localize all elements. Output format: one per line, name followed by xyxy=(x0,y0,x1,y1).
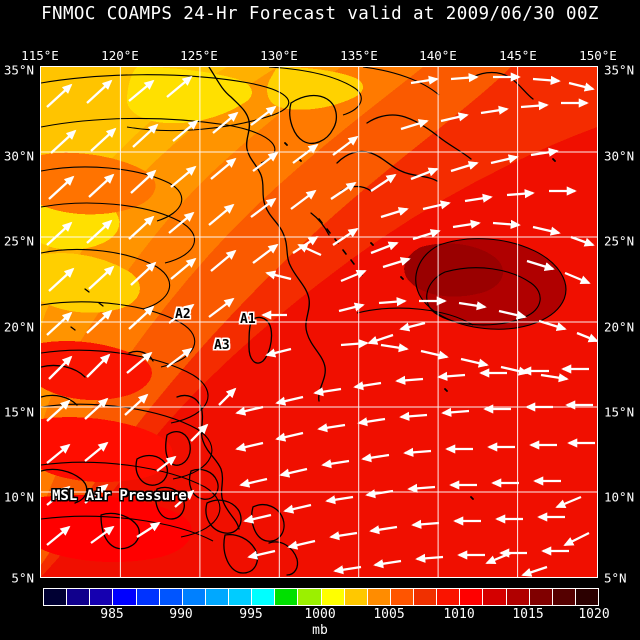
colorbar-cell-21 xyxy=(529,589,553,605)
colorbar-cell-1 xyxy=(67,589,91,605)
colorbar-cell-11 xyxy=(298,589,322,605)
lat-label-right-10n: 10°N xyxy=(604,489,635,505)
wind-vectors xyxy=(46,72,597,577)
colorbar-cell-8 xyxy=(229,589,253,605)
annotation-a2: A2 xyxy=(175,307,191,322)
colorbar-cell-18 xyxy=(460,589,484,605)
colorbar-tick-985: 985 xyxy=(100,607,124,622)
colorbar-cell-5 xyxy=(159,589,183,605)
page-title: FNMOC COAMPS 24-Hr Forecast valid at 200… xyxy=(41,4,599,24)
colorbar-tick-1000: 1000 xyxy=(304,607,336,622)
lat-label-right-15n: 15°N xyxy=(604,404,635,420)
colorbar-cell-20 xyxy=(506,589,530,605)
colorbar-cell-23 xyxy=(575,589,598,605)
lat-label-right-25n: 25°N xyxy=(604,233,635,249)
colorbar-tick-1010: 1010 xyxy=(443,607,475,622)
colorbar-cell-19 xyxy=(483,589,507,605)
colorbar xyxy=(43,588,599,606)
lon-label-140e: 140°E xyxy=(419,48,457,63)
map-graphics xyxy=(41,67,597,577)
annotation-a3: A3 xyxy=(214,338,230,353)
field-label: MSL Air Pressure xyxy=(52,488,187,504)
colorbar-cell-4 xyxy=(136,589,160,605)
lon-label-115e: 115°E xyxy=(21,48,59,63)
colorbar-tick-1015: 1015 xyxy=(512,607,544,622)
lat-label-right-5n: 5°N xyxy=(604,570,627,586)
colorbar-cell-15 xyxy=(390,589,414,605)
colorbar-cell-10 xyxy=(275,589,299,605)
colorbar-cell-14 xyxy=(367,589,391,605)
colorbar-cell-12 xyxy=(321,589,345,605)
colorbar-cell-9 xyxy=(252,589,276,605)
colorbar-cell-13 xyxy=(344,589,368,605)
lon-label-150e: 150°E xyxy=(579,48,617,63)
lat-label-right-35n: 35°N xyxy=(604,62,635,78)
lat-label-right-20n: 20°N xyxy=(604,319,635,335)
colorbar-cell-0 xyxy=(44,589,68,605)
gridlines xyxy=(41,67,597,577)
lon-label-135e: 135°E xyxy=(340,48,378,63)
colorbar-cell-7 xyxy=(205,589,229,605)
colorbar-cell-17 xyxy=(437,589,461,605)
lat-label-left-5n: 5°N xyxy=(11,570,34,586)
colorbar-cell-22 xyxy=(552,589,576,605)
colorbar-tick-995: 995 xyxy=(239,607,263,622)
lon-label-125e: 125°E xyxy=(180,48,218,63)
map-canvas[interactable]: A2 A1 A3 MSL Air Pressure 10.0 m/s xyxy=(40,66,598,578)
lat-label-right-30n: 30°N xyxy=(604,148,635,164)
colorbar-cell-16 xyxy=(414,589,438,605)
lat-label-left-20n: 20°N xyxy=(3,319,34,335)
lon-label-120e: 120°E xyxy=(101,48,139,63)
lon-label-130e: 130°E xyxy=(260,48,298,63)
colorbar-cell-6 xyxy=(182,589,206,605)
colorbar-tick-1020: 1020 xyxy=(578,607,610,622)
lat-label-left-30n: 30°N xyxy=(3,148,34,164)
colorbar-tick-990: 990 xyxy=(169,607,193,622)
lon-label-145e: 145°E xyxy=(499,48,537,63)
lat-label-left-25n: 25°N xyxy=(3,233,34,249)
colorbar-unit-label: mb xyxy=(312,623,328,638)
annotation-a1: A1 xyxy=(240,312,256,327)
lat-label-left-15n: 15°N xyxy=(3,404,34,420)
colorbar-cell-3 xyxy=(113,589,137,605)
lat-label-left-35n: 35°N xyxy=(3,62,34,78)
lat-label-left-10n: 10°N xyxy=(3,489,34,505)
colorbar-cell-2 xyxy=(90,589,114,605)
colorbar-tick-1005: 1005 xyxy=(373,607,405,622)
